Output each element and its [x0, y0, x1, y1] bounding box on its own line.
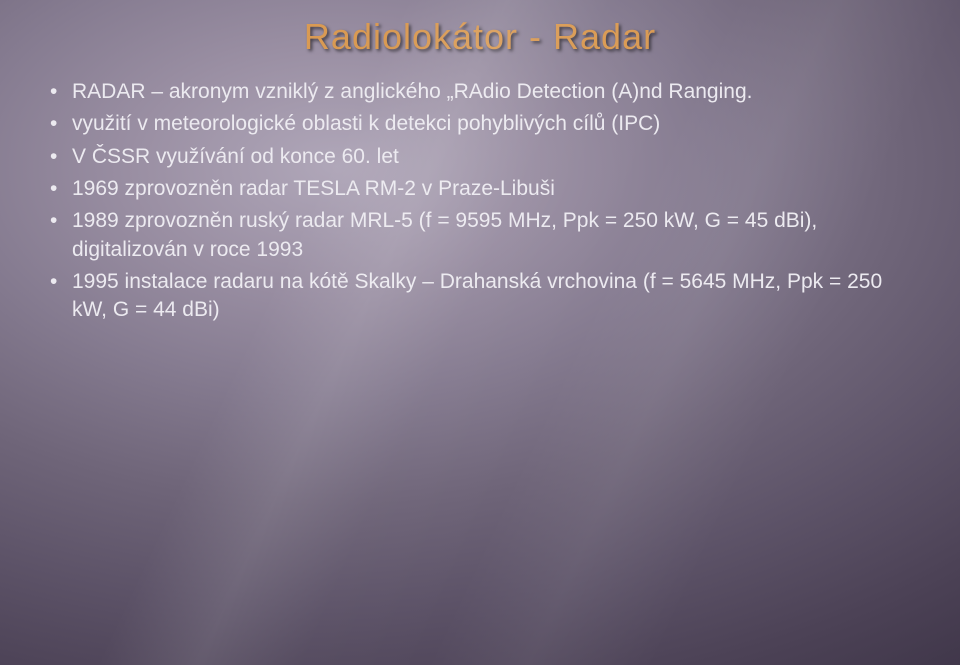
slide-title: Radiolokátor - Radar	[0, 16, 960, 58]
bullet-item: 1989 zprovozněn ruský radar MRL-5 (f = 9…	[50, 207, 900, 264]
bullet-item: využití v meteorologické oblasti k detek…	[50, 110, 900, 138]
bullet-item: 1969 zprovozněn radar TESLA RM-2 v Praze…	[50, 175, 900, 203]
slide-background: Radiolokátor - Radar RADAR – akronym vzn…	[0, 0, 960, 665]
bullet-ul: RADAR – akronym vzniklý z anglického „RA…	[50, 78, 900, 325]
bullet-item: RADAR – akronym vzniklý z anglického „RA…	[50, 78, 900, 106]
bullet-item: V ČSSR využívání od konce 60. let	[50, 143, 900, 171]
bullet-list: RADAR – akronym vzniklý z anglického „RA…	[50, 78, 900, 329]
bullet-item: 1995 instalace radaru na kótě Skalky – D…	[50, 268, 900, 325]
